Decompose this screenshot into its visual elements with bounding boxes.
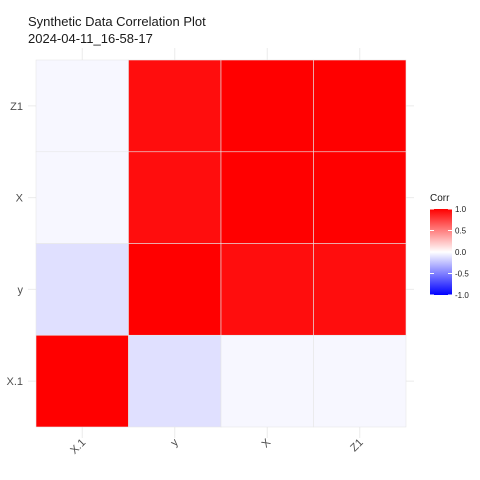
y-tick-label: X — [16, 193, 24, 205]
heatmap-cell-y-X.1 — [128, 334, 222, 428]
x-tick-label: y — [168, 436, 181, 449]
heatmap-cell-X-X — [220, 151, 314, 244]
heatmap-cell-X.1-X.1 — [35, 334, 129, 428]
x-tick-label: Z1 — [348, 437, 366, 455]
heatmap-cell-X-y — [220, 243, 314, 336]
heatmap-cell-Z1-Z1 — [313, 59, 407, 153]
y-axis-tick-labels: X.1 y X Z1 — [6, 101, 23, 388]
heatmap-cell-y-y — [128, 243, 222, 336]
heatmap-tiles — [35, 59, 407, 428]
y-tick-label: y — [18, 284, 24, 296]
legend-tick-label: 0.0 — [455, 248, 467, 257]
heatmap-cell-y-Z1 — [128, 59, 222, 153]
legend-colorbar — [430, 209, 452, 295]
heatmap-cell-y-X — [128, 151, 222, 244]
heatmap-cell-Z1-y — [313, 243, 407, 336]
legend-title: Corr — [430, 193, 450, 204]
y-tick-label: Z1 — [10, 101, 23, 113]
chart-title: Synthetic Data Correlation Plot — [28, 14, 206, 29]
legend-ticks: 1.0 0.5 0.0 -0.5 -1.0 — [430, 205, 469, 300]
x-axis-tick-labels: X.1 y X Z1 — [68, 436, 366, 457]
legend-tick-label: 1.0 — [455, 205, 467, 214]
heatmap-cell-Z1-X — [313, 151, 407, 244]
chart-subtitle: 2024-04-11_16-58-17 — [28, 31, 153, 46]
x-tick-label: X — [260, 436, 274, 450]
legend-tick-label: -0.5 — [455, 270, 469, 279]
x-tick-label: X.1 — [68, 437, 88, 457]
heatmap-cell-X-X.1 — [220, 334, 314, 428]
y-tick-label: X.1 — [6, 376, 23, 388]
legend: Corr 1.0 0.5 0.0 -0.5 -1.0 — [430, 193, 469, 300]
heatmap-cell-X-Z1 — [220, 59, 314, 153]
heatmap-cell-X.1-y — [35, 243, 129, 336]
heatmap-cell-X.1-X — [35, 151, 129, 244]
heatmap-cell-Z1-X.1 — [313, 334, 407, 428]
legend-tick-label: -1.0 — [455, 291, 469, 300]
legend-tick-label: 0.5 — [455, 227, 467, 236]
heatmap-cell-X.1-Z1 — [35, 59, 129, 153]
